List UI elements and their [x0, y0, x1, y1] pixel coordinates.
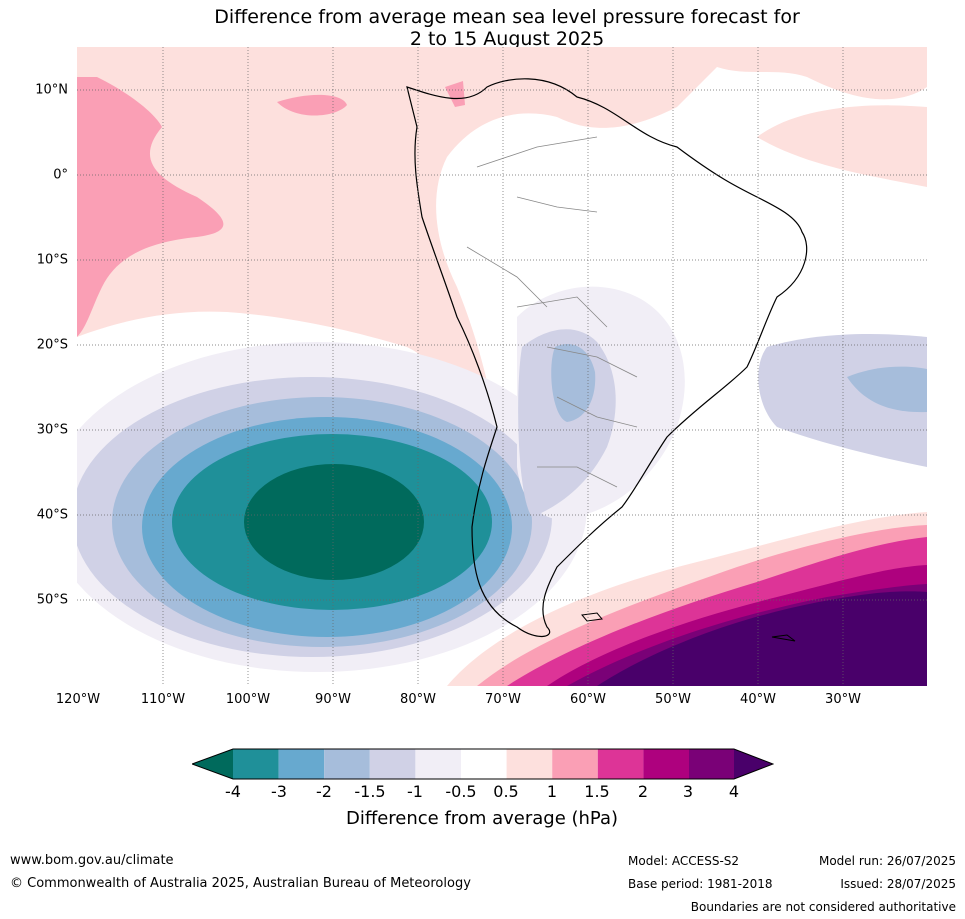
colorbar-tick-minus0-5: -0.5 [445, 782, 477, 801]
colorbar-swatch-minus3-to-minus2 [278, 749, 325, 779]
lat-label-40s: 40°S [36, 507, 68, 523]
footer-model: Model: ACCESS-S2 [628, 854, 740, 868]
country-boundaries [466, 136, 638, 488]
lat-label-50s: 50°S [36, 592, 68, 608]
colorbar-swatch-minus1-5-to-minus1 [369, 749, 416, 779]
lon-label-30w: 30°W [825, 692, 861, 707]
region-1-to-1-5-small [277, 94, 347, 116]
map-title-line-2: 2 to 15 August 2025 [409, 28, 605, 50]
lat-label-10n: 10°N [35, 82, 68, 98]
colorbar-swatch-minus1-to-minus0-5 [415, 749, 461, 779]
lon-label-60w: 60°W [570, 692, 606, 707]
region-0-5-to-1-north [77, 47, 927, 467]
colorbar-tick-1-5: 1.5 [584, 782, 610, 801]
footer-issued: Issued: 28/07/2025 [840, 877, 956, 891]
colorbar-tick-4: 4 [728, 782, 740, 801]
colorbar-swatch-minus2-to-minus1-5 [324, 749, 370, 779]
colorbar [192, 748, 774, 780]
colorbar-swatch-below-minus4 [192, 749, 233, 779]
lon-label-90w: 90°W [315, 692, 351, 707]
colorbar-tick-1: 1 [546, 782, 558, 801]
colorbar-outline [192, 748, 774, 780]
lon-label-50w: 50°W [655, 692, 691, 707]
map-title-line-1: Difference from average mean sea level p… [214, 6, 800, 28]
pressure-anomaly-map [77, 47, 927, 686]
graticule [77, 47, 927, 686]
colorbar-label: Difference from average (hPa) [345, 808, 619, 829]
region-above-4-south [597, 591, 927, 686]
colorbar-tick-minus2: -2 [316, 782, 332, 801]
region-minus1-5-over-continent [551, 344, 596, 422]
colorbar-tick-minus4: -4 [225, 782, 241, 801]
lat-label-20s: 20°S [36, 337, 68, 353]
colorbar-tick-minus3: -3 [271, 782, 287, 801]
lon-label-70w: 70°W [485, 692, 521, 707]
lat-label-0: 0° [53, 167, 68, 183]
lon-label-80w: 80°W [400, 692, 436, 707]
lon-label-120w: 120°W [55, 692, 101, 707]
lat-label-30s: 30°S [36, 422, 68, 438]
lon-label-100w: 100°W [225, 692, 271, 707]
colorbar-tick-2: 2 [637, 782, 649, 801]
region-1-to-1-5-west [77, 77, 224, 337]
colorbar-tick-0-5: 0.5 [493, 782, 519, 801]
colorbar-swatch-1-to-1-5 [552, 749, 598, 779]
footer-url[interactable]: www.bom.gov.au/climate [10, 853, 174, 868]
region-1-to-1-5-caribbean [445, 81, 465, 107]
lon-label-110w: 110°W [140, 692, 186, 707]
region-minus1-east-atlantic [758, 334, 927, 467]
colorbar-swatch-near-zero [461, 749, 507, 779]
lat-label-10s: 10°S [36, 252, 68, 268]
lon-label-40w: 40°W [740, 692, 776, 707]
colorbar-swatch-1-5-to-2 [597, 749, 644, 779]
colorbar-swatch-2-to-3 [643, 749, 689, 779]
footer-model-run: Model run: 26/07/2025 [818, 854, 956, 868]
colorbar-swatch-0-5-to-1 [506, 749, 553, 779]
footer-copyright: © Commonwealth of Australia 2025, Austra… [10, 876, 471, 891]
south-georgia [771, 634, 796, 642]
colorbar-tick-3: 3 [682, 782, 694, 801]
colorbar-swatch-minus4-to-minus3 [233, 749, 279, 779]
colorbar-tick-minus1-5: -1.5 [354, 782, 386, 801]
south-america-outline [406, 78, 808, 637]
region-minus1-5-east-atlantic [847, 366, 927, 413]
colorbar-tick-minus1: -1 [407, 782, 423, 801]
footer-base-period: Base period: 1981-2018 [628, 877, 773, 891]
falkland-islands [581, 612, 603, 622]
colorbar-swatch-above-4 [734, 749, 773, 779]
colorbar-swatch-3-to-4 [689, 749, 734, 779]
footer-disclaimer: Boundaries are not considered authoritat… [690, 900, 956, 914]
region-below-minus4 [244, 464, 424, 580]
region-0-5-to-1-east [757, 105, 927, 187]
